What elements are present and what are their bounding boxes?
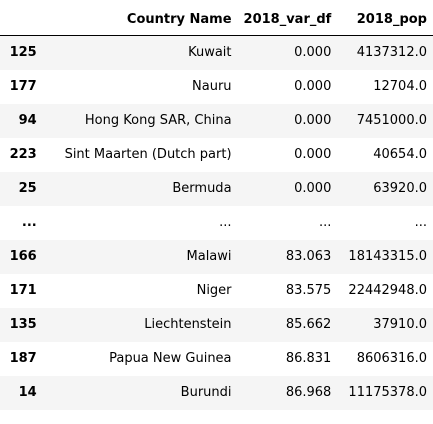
country-name-cell: Papua New Guinea	[109, 351, 232, 366]
pop-cell: 11175378.0	[348, 385, 427, 400]
country-name-cell: Hong Kong SAR, China	[84, 113, 232, 128]
row-index: 125	[9, 45, 37, 60]
table-row: 177 Nauru 0.000 12704.0	[0, 70, 433, 104]
row-index: ...	[21, 215, 37, 230]
var-df-cell: 86.968	[285, 385, 332, 400]
country-name-cell: Malawi	[186, 249, 232, 264]
pop-cell: 22442948.0	[348, 283, 427, 298]
pop-cell: ...	[414, 215, 427, 230]
var-df-header: 2018_var_df	[237, 5, 338, 36]
var-df-cell: 83.063	[285, 249, 332, 264]
country-name-cell: Nauru	[192, 79, 232, 94]
pop-cell: 40654.0	[373, 147, 427, 162]
table-row: 14 Burundi 86.968 11175378.0	[0, 376, 433, 410]
table-row: 25 Bermuda 0.000 63920.0	[0, 172, 433, 206]
var-df-cell: 0.000	[294, 181, 332, 196]
ellipsis-row: ... ... ... ...	[0, 206, 433, 240]
table-row: 135 Liechtenstein 85.662 37910.0	[0, 308, 433, 342]
country-name-cell: Liechtenstein	[144, 317, 232, 332]
pop-cell: 12704.0	[373, 79, 427, 94]
row-index: 166	[9, 249, 37, 264]
var-df-cell: 86.831	[285, 351, 332, 366]
row-index: 135	[9, 317, 37, 332]
var-df-cell: 0.000	[294, 45, 332, 60]
row-index: 171	[9, 283, 37, 298]
row-index: 177	[9, 79, 37, 94]
country-name-header: Country Name	[42, 5, 238, 36]
pop-cell: 7451000.0	[356, 113, 427, 128]
pop-cell: 63920.0	[373, 181, 427, 196]
table-row: 166 Malawi 83.063 18143315.0	[0, 240, 433, 274]
row-index: 223	[9, 147, 37, 162]
country-name-cell: ...	[219, 215, 232, 230]
country-name-cell: Burundi	[180, 385, 232, 400]
var-df-cell: 83.575	[285, 283, 332, 298]
pop-cell: 18143315.0	[348, 249, 427, 264]
table-row: 94 Hong Kong SAR, China 0.000 7451000.0	[0, 104, 433, 138]
table-row: 187 Papua New Guinea 86.831 8606316.0	[0, 342, 433, 376]
dataframe-table: Country Name 2018_var_df 2018_pop 125 Ku…	[0, 5, 433, 410]
table-row: 171 Niger 83.575 22442948.0	[0, 274, 433, 308]
pop-header: 2018_pop	[337, 5, 433, 36]
row-index: 94	[18, 113, 37, 128]
header-row: Country Name 2018_var_df 2018_pop	[0, 5, 433, 36]
country-name-cell: Bermuda	[172, 181, 232, 196]
var-df-cell: ...	[318, 215, 332, 230]
var-df-cell: 0.000	[294, 79, 332, 94]
var-df-cell: 0.000	[294, 147, 332, 162]
table-row: 223 Sint Maarten (Dutch part) 0.000 4065…	[0, 138, 433, 172]
row-index: 25	[18, 181, 37, 196]
var-df-cell: 0.000	[294, 113, 332, 128]
country-name-cell: Sint Maarten (Dutch part)	[64, 147, 232, 162]
row-index: 14	[18, 385, 37, 400]
country-name-cell: Niger	[196, 283, 232, 298]
var-df-cell: 85.662	[285, 317, 332, 332]
row-index: 187	[9, 351, 37, 366]
pop-cell: 4137312.0	[356, 45, 427, 60]
index-header	[0, 5, 43, 36]
table-row: 125 Kuwait 0.000 4137312.0	[0, 35, 433, 70]
country-name-cell: Kuwait	[188, 45, 232, 60]
pop-cell: 8606316.0	[356, 351, 427, 366]
pop-cell: 37910.0	[373, 317, 427, 332]
